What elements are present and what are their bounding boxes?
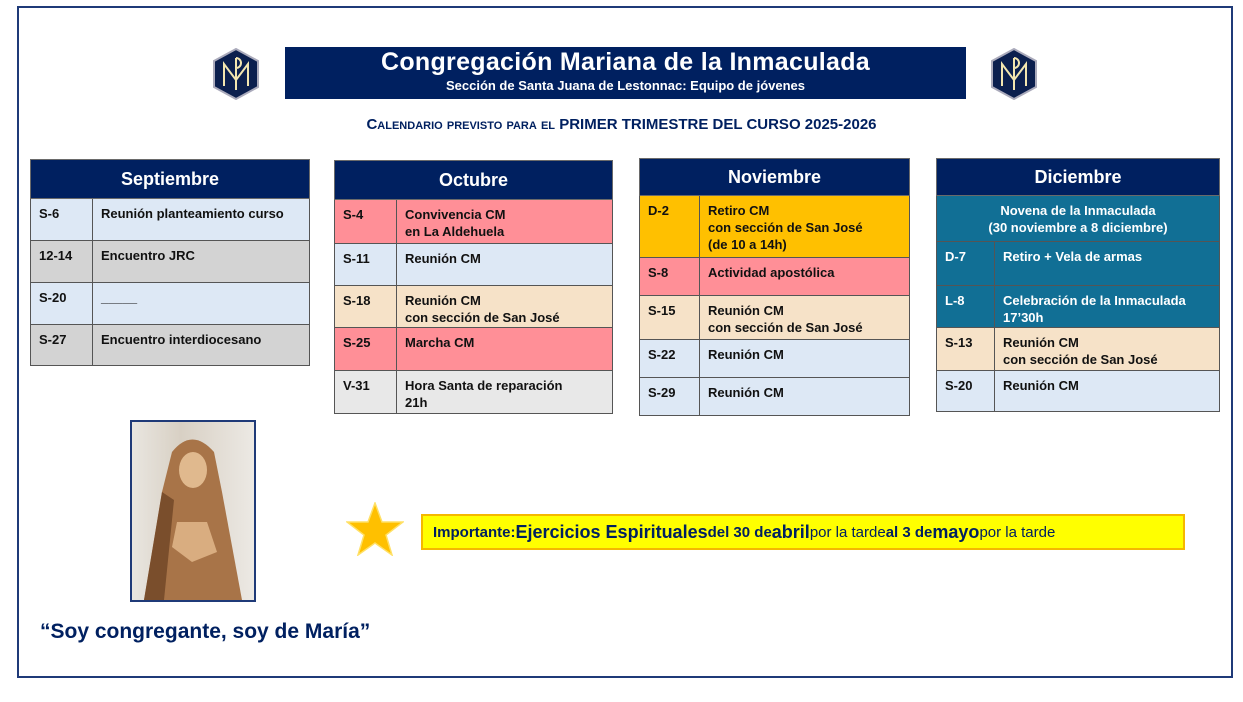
important-notice: Importante: Ejercicios Espirituales del … (421, 514, 1185, 550)
event-description: Reunión CM (1003, 378, 1079, 393)
notice-text: del 30 de (707, 523, 772, 541)
calendar-row: S-29 Reunión CM (639, 378, 910, 416)
event-date: 12-14 (31, 241, 93, 282)
event-description: Retiro CM con sección de San José (de 10… (708, 203, 863, 252)
calendar-row: S-15 Reunión CM con sección de San José (639, 296, 910, 340)
notice-text: mayo (932, 521, 980, 542)
calendar-row: V-31 Hora Santa de reparación 21h (334, 371, 613, 414)
event-description: Celebración de la Inmaculada 17’30h (1003, 293, 1186, 325)
calendar-row: L-8 Celebración de la Inmaculada 17’30h (936, 286, 1220, 328)
calendar-row: S-13 Reunión CM con sección de San José (936, 328, 1220, 371)
event-description: Convivencia CM en La Aldehuela (405, 207, 506, 239)
calendar-row: D-2 Retiro CM con sección de San José (de… (639, 196, 910, 258)
event-description: _____ (101, 290, 138, 305)
event-description: Encuentro JRC (101, 248, 195, 263)
event-date: S-27 (31, 325, 93, 365)
event-date: S-13 (937, 328, 995, 370)
event-date: S-29 (640, 378, 700, 415)
month-header: Noviembre (639, 158, 910, 196)
page-frame (17, 6, 1233, 678)
important-label: Importante: (433, 523, 516, 541)
event-date: S-20 (937, 371, 995, 411)
calendar-heading-prefix: Calendario previsto para el (366, 116, 556, 133)
page-subtitle: Sección de Santa Juana de Lestonnac: Equ… (445, 78, 806, 93)
month-header: Septiembre (30, 159, 310, 199)
calendar-row: S-27 Encuentro interdiocesano (30, 325, 310, 366)
event-description: Reunión CM con sección de San José (708, 303, 863, 335)
calendar-row: S-25 Marcha CM (334, 328, 613, 371)
event-date: S-8 (640, 258, 700, 295)
event-date: D-7 (937, 242, 995, 285)
event-date: S-6 (31, 199, 93, 240)
notice-text: Ejercicios Espirituales (515, 521, 708, 542)
event-description: Reunión CM con sección de San José (405, 293, 560, 325)
event-date: S-20 (31, 283, 93, 324)
event-description: Reunión CM (708, 385, 784, 400)
event-description: Hora Santa de reparación 21h (405, 378, 563, 410)
calendar-row: S-8 Actividad apostólica (639, 258, 910, 296)
calendar-row: S-6 Reunión planteamiento curso (30, 199, 310, 241)
congregation-logo-icon (213, 48, 259, 100)
calendar-row: D-7 Retiro + Vela de armas (936, 242, 1220, 286)
quote-text: “Soy congregante, soy de María” (40, 620, 371, 643)
event-description: Reunión planteamiento curso (101, 206, 284, 221)
month-table-octubre: Octubre S-4 Convivencia CM en La Aldehuela… (334, 160, 613, 414)
notice-text: abril (771, 521, 810, 542)
event-description: Encuentro interdiocesano (101, 332, 262, 347)
calendar-row: S-4 Convivencia CM en La Aldehuela (334, 200, 613, 244)
notice-text: al 3 de (885, 523, 933, 541)
event-date: S-25 (335, 328, 397, 370)
event-description: Marcha CM (405, 335, 475, 350)
event-description: Reunión CM (708, 347, 784, 362)
novena-banner: Novena de la Inmaculada (30 noviembre a … (936, 196, 1220, 242)
month-header: Octubre (334, 160, 613, 200)
notice-text: por la tarde (809, 523, 886, 541)
event-description: Actividad apostólica (708, 265, 835, 280)
calendar-row: S-22 Reunión CM (639, 340, 910, 378)
event-description: Reunión CM (405, 251, 481, 266)
event-date: S-15 (640, 296, 700, 339)
calendar-row: 12-14 Encuentro JRC (30, 241, 310, 283)
event-description: Reunión CM con sección de San José (1003, 335, 1158, 367)
title-banner: Congregación Mariana de la Inmaculada Se… (285, 47, 966, 99)
month-table-septiembre: Septiembre S-6 Reunión planteamiento curso… (30, 159, 310, 366)
event-date: S-4 (335, 200, 397, 243)
page-title: Congregación Mariana de la Inmaculada (380, 48, 870, 76)
month-table-diciembre: Diciembre Novena de la Inmaculada (30 nov… (936, 158, 1220, 412)
calendar-row: S-20 Reunión CM (936, 371, 1220, 412)
calendar-row: S-11 Reunión CM (334, 244, 613, 286)
calendar-row: S-18 Reunión CM con sección de San José (334, 286, 613, 328)
event-date: S-22 (640, 340, 700, 377)
virgin-statue-image (130, 420, 256, 602)
month-header: Diciembre (936, 158, 1220, 196)
calendar-heading-main: PRIMER TRIMESTRE DEL CURSO 2025-2026 (559, 116, 877, 133)
event-description: Retiro + Vela de armas (1003, 249, 1143, 264)
calendar-heading: Calendario previsto para el PRIMER TRIME… (0, 116, 1243, 133)
event-date: D-2 (640, 196, 700, 257)
notice-text: por la tarde (979, 523, 1056, 541)
congregation-logo-icon (991, 48, 1037, 100)
event-date: L-8 (937, 286, 995, 327)
event-date: V-31 (335, 371, 397, 413)
star-icon (346, 502, 404, 556)
event-date: S-11 (335, 244, 397, 285)
month-table-noviembre: Noviembre D-2 Retiro CM con sección de San… (639, 158, 910, 416)
calendar-row: S-20 _____ (30, 283, 310, 325)
event-date: S-18 (335, 286, 397, 327)
